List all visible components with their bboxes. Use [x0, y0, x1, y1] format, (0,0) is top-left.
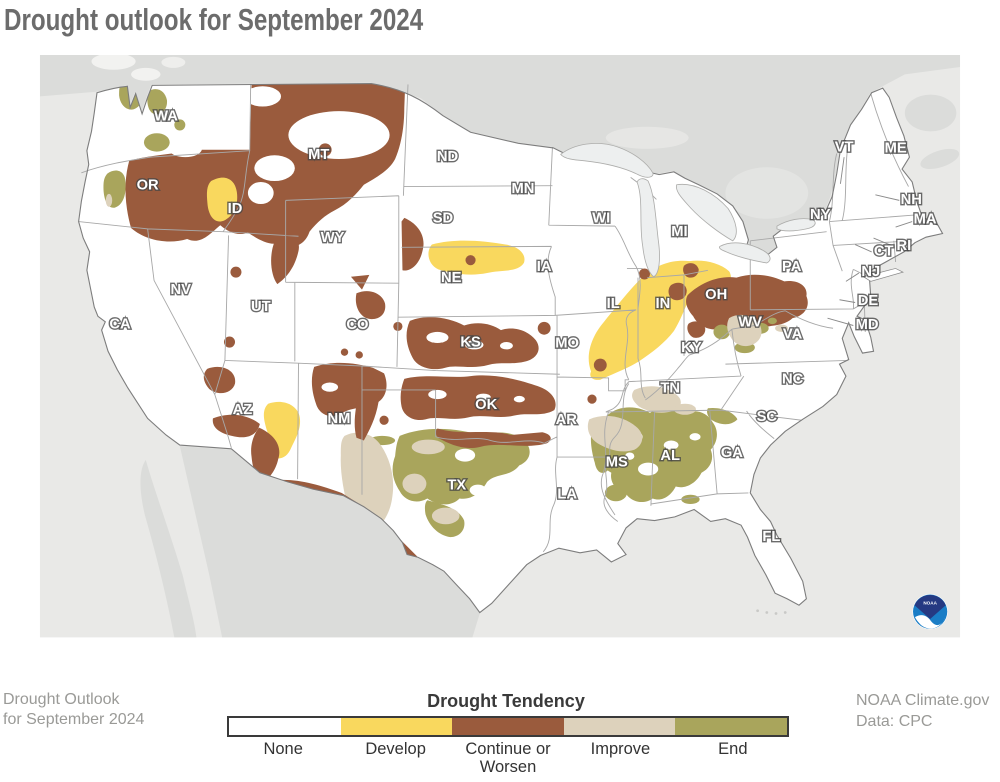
state-label-sc: SC [757, 409, 778, 425]
leader-line [839, 299, 856, 303]
leader-line [895, 221, 913, 228]
state-label-or: OR [137, 177, 159, 193]
state-label-va: VA [783, 326, 803, 342]
state-label-de: DE [858, 293, 879, 309]
legend-labels: None Develop Continue or Worsen Improve … [227, 740, 789, 776]
mexico-landmass [140, 446, 480, 638]
leader-line [873, 237, 894, 247]
leader-lines [827, 157, 913, 326]
map-svg: WA OR CA NV ID MT WY UT CO AZ NM ND SD NE KS OK TX MN IA MO… [39, 53, 961, 638]
state-label-al: AL [660, 448, 680, 464]
state-label-ut: UT [251, 299, 271, 315]
canada-landmass [39, 53, 961, 255]
drought-continue-regions [125, 83, 808, 568]
state-label-ia: IA [537, 259, 552, 275]
state-label-mi: MI [671, 224, 687, 240]
state-label-md: MD [856, 317, 879, 333]
legend-swatch-improve [563, 718, 676, 735]
state-label-fl: FL [762, 529, 780, 545]
svg-text:NOAA: NOAA [923, 601, 937, 606]
leader-line [854, 244, 872, 253]
state-label-tx: TX [447, 477, 466, 493]
state-label-ct: CT [874, 244, 894, 260]
state-label-tn: TN [660, 381, 680, 397]
footer-caption-line2: for September 2024 [3, 711, 145, 728]
lake-michigan [636, 178, 660, 278]
legend-swatch-develop [340, 718, 453, 735]
state-label-ca: CA [109, 316, 131, 332]
drought-overlay [103, 83, 808, 568]
state-label-ky: KY [681, 340, 702, 356]
state-label-wv: WV [738, 314, 762, 330]
state-label-sd: SD [433, 210, 454, 226]
state-label-nm: NM [328, 411, 351, 427]
footer-caption-line1: Drought Outlook [3, 691, 120, 708]
state-label-ok: OK [475, 397, 497, 413]
us-drought-map: WA OR CA NV ID MT WY UT CO AZ NM ND SD NE KS OK TX MN IA MO… [0, 53, 1000, 688]
lake-superior [560, 143, 654, 178]
state-label-nv: NV [171, 282, 192, 298]
state-label-ga: GA [721, 445, 743, 461]
legend-swatch-none [229, 718, 341, 735]
us-outline-stroke [78, 82, 944, 614]
legend-label-improve: Improve [590, 740, 651, 758]
state-label-ms: MS [606, 454, 628, 470]
lake-huron [675, 183, 737, 242]
leader-line [827, 317, 854, 326]
legend-title: Drought Tendency [427, 691, 585, 711]
state-label-nh: NH [901, 192, 922, 208]
state-label-me: ME [885, 141, 907, 157]
legend-label-none: None [263, 740, 303, 758]
lake-erie [719, 242, 771, 264]
legend-swatch-end [675, 718, 787, 735]
footer-caption: Drought Outlook for September 2024 [3, 690, 144, 730]
great-lakes [560, 143, 816, 278]
state-label-mt: MT [308, 147, 329, 163]
leader-line [845, 272, 860, 282]
state-label-il: IL [607, 296, 620, 312]
long-island [862, 268, 904, 282]
state-label-co: CO [346, 317, 368, 333]
state-label-ma: MA [914, 211, 937, 227]
footer-credit-line1: NOAA Climate.gov [856, 692, 990, 709]
state-label-vt: VT [835, 140, 854, 156]
state-label-oh: OH [705, 287, 727, 303]
footer-credit: NOAA Climate.gov Data: CPC [856, 690, 989, 732]
lake-ontario [776, 218, 816, 232]
state-label-nd: ND [437, 149, 459, 165]
page-title: Drought outlook for September 2024 [4, 2, 424, 37]
legend-color-bar [227, 716, 789, 737]
legend-label-develop: Develop [365, 740, 426, 758]
state-label-ne: NE [441, 270, 462, 286]
state-label-ri: RI [897, 238, 912, 254]
footer-credit-line2: Data: CPC [856, 713, 933, 730]
state-label-ar: AR [556, 412, 578, 428]
noaa-logo: NOAA [912, 593, 948, 630]
state-labels: WA OR CA NV ID MT WY UT CO AZ NM ND SD NE KS OK TX MN IA MO… [108, 107, 938, 546]
state-label-wy: WY [321, 230, 345, 246]
state-label-nc: NC [782, 371, 804, 387]
state-label-nj: NJ [861, 264, 880, 280]
legend-swatch-continue [452, 718, 564, 735]
state-borders [78, 84, 915, 553]
footer: Drought Outlook for September 2024 Droug… [0, 688, 1000, 782]
legend-label-continue: Continue or Worsen [465, 740, 551, 776]
florida-keys [756, 609, 787, 615]
state-label-id: ID [228, 201, 243, 217]
state-label-wa: WA [154, 108, 178, 124]
state-label-az: AZ [233, 402, 253, 418]
state-label-in: IN [655, 296, 670, 312]
state-label-pa: PA [782, 259, 802, 275]
leader-line [875, 194, 900, 201]
state-label-wi: WI [592, 210, 610, 226]
drought-tendency-legend: Drought Tendency None Develop Continue o… [227, 688, 789, 776]
state-label-mo: MO [555, 336, 579, 352]
state-label-la: LA [557, 486, 577, 502]
state-label-ny: NY [810, 207, 831, 223]
leader-line [839, 157, 845, 184]
state-label-mn: MN [512, 181, 535, 197]
legend-label-end: End [718, 740, 748, 758]
state-label-ks: KS [460, 335, 481, 351]
